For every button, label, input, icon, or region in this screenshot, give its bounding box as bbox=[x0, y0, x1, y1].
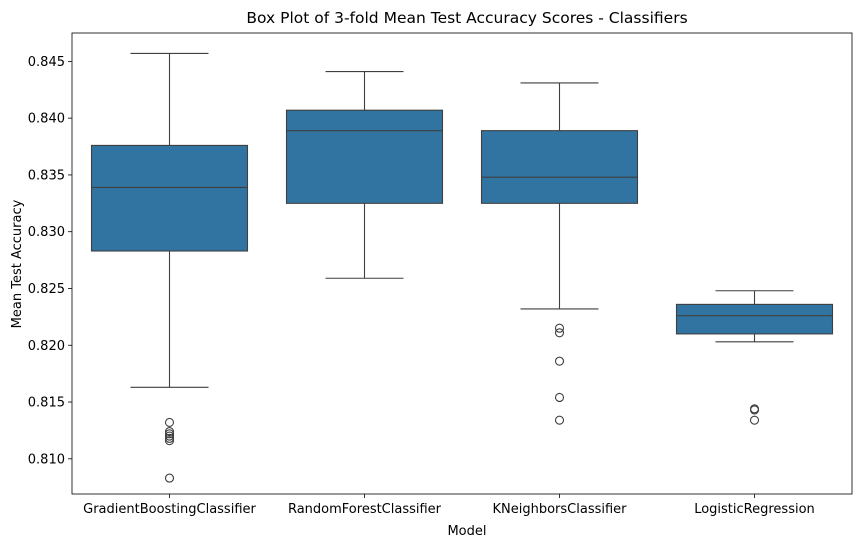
outlier-point bbox=[164, 429, 175, 439]
outlier-point bbox=[164, 473, 175, 483]
y-tick-label: 0.840 bbox=[28, 112, 65, 127]
y-tick-label: 0.830 bbox=[28, 225, 65, 240]
y-tick-label: 0.845 bbox=[28, 55, 65, 70]
box bbox=[90, 144, 249, 252]
outlier-point bbox=[164, 436, 175, 446]
outlier-point bbox=[164, 426, 175, 437]
outlier-point bbox=[554, 323, 565, 333]
x-tick-label: KNeighborsClassifier bbox=[492, 502, 627, 517]
y-tick-label: 0.820 bbox=[28, 339, 65, 354]
outlier-point bbox=[554, 392, 565, 403]
x-tick-label: LogisticRegression bbox=[694, 502, 815, 517]
outlier-point bbox=[749, 405, 760, 415]
x-tick-label: RandomForestClassifier bbox=[288, 502, 442, 517]
outlier-point bbox=[554, 415, 565, 425]
y-tick-label: 0.825 bbox=[28, 282, 65, 297]
box bbox=[675, 303, 834, 335]
y-tick-label: 0.815 bbox=[28, 396, 65, 411]
outlier-point bbox=[164, 433, 175, 443]
outlier-point bbox=[164, 417, 175, 428]
outlier-point bbox=[554, 356, 565, 366]
box bbox=[285, 109, 444, 204]
y-tick-label: 0.810 bbox=[28, 452, 65, 467]
x-axis-label: Model bbox=[447, 524, 486, 539]
box bbox=[480, 130, 639, 204]
y-axis-label: Mean Test Accuracy bbox=[10, 199, 25, 328]
y-tick-label: 0.835 bbox=[28, 168, 65, 183]
outlier-point bbox=[749, 415, 760, 425]
plot-area: 0.810 0.815 0.820 0.825 0.830 0.835 0.840 0.845… bbox=[28, 32, 853, 517]
outlier-point bbox=[554, 328, 565, 338]
outlier-point bbox=[164, 431, 175, 441]
chart-title: Box Plot of 3-fold Mean Test Accuracy Sc… bbox=[246, 9, 687, 27]
axes-frame bbox=[71, 32, 853, 495]
x-tick-label: GradientBoostingClassifier bbox=[83, 502, 256, 517]
